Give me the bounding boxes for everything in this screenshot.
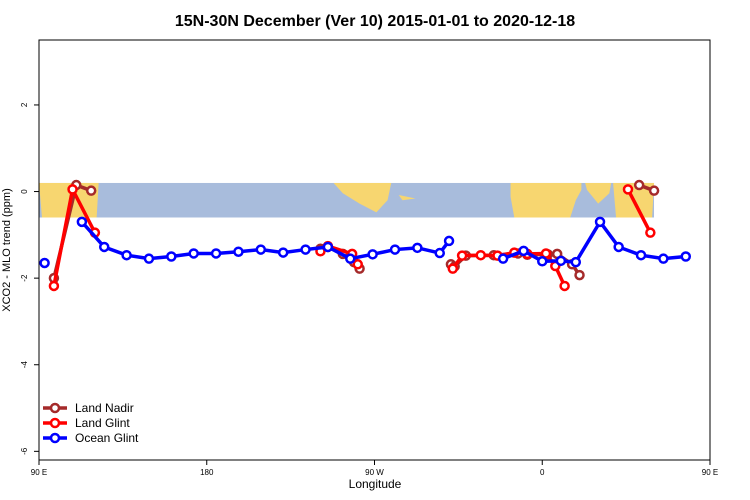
series-2-line-2 — [502, 218, 686, 264]
series-2-point-26 — [635, 249, 647, 261]
series-1-point-7 — [447, 263, 459, 274]
y-tick-label-1: 0 — [20, 189, 29, 194]
series-0-point-18 — [633, 179, 645, 191]
legend-marker-0 — [49, 402, 61, 414]
series-1-line-3 — [626, 188, 652, 234]
series-0-point-17 — [574, 269, 585, 281]
series-2-point-24 — [594, 216, 606, 228]
series-2 — [39, 216, 692, 269]
chart-title: 15N-30N December (Ver 10) 2015-01-01 to … — [175, 13, 575, 30]
y-tick-label-2: -2 — [20, 274, 29, 282]
series-2-point-15 — [389, 244, 401, 255]
y-axis-label: XCO2 - MLO trend (ppm) — [1, 188, 13, 311]
series-2-point-6 — [188, 248, 199, 259]
series-2-point-20 — [518, 245, 529, 257]
series-2-point-8 — [233, 246, 244, 257]
x-tick-label-3: 0 — [540, 468, 545, 477]
y-tick-label-4: -6 — [20, 447, 29, 455]
series-2-point-14 — [367, 249, 378, 260]
x-tick-label-2: 90 W — [365, 468, 384, 477]
legend-label-1: Land Glint — [75, 416, 130, 430]
legend-marker-1 — [49, 417, 61, 429]
land-arabia — [585, 182, 612, 204]
x-tick-label-0: 90 E — [31, 468, 47, 477]
series-2-point-4 — [143, 253, 155, 264]
map-band — [39, 182, 655, 218]
land-africa — [510, 182, 582, 218]
land-mexico — [333, 182, 392, 213]
x-axis-label: Longitude — [349, 477, 402, 491]
series-0-point-2 — [85, 185, 97, 196]
plot-frame — [38, 39, 711, 461]
x-tick-label-4: 90 E — [702, 468, 718, 477]
series-1 — [48, 184, 656, 292]
series-2-point-5 — [166, 251, 177, 262]
y-tick-label-0: 2 — [20, 102, 29, 107]
series-2-point-19 — [497, 253, 509, 264]
series-2-point-22 — [555, 255, 567, 267]
series-1-point-17 — [645, 227, 656, 238]
legend-marker-2 — [49, 432, 61, 444]
axes: 2 0 -2 -4 -6 90 E 180 90 W 0 90 E — [20, 102, 718, 477]
series-2-point-17 — [434, 247, 445, 259]
legend-label-0: Land Nadir — [75, 401, 134, 415]
series-2-point-2 — [98, 241, 110, 253]
series-2-point-10 — [277, 247, 289, 258]
series-2-point-27 — [658, 253, 669, 264]
x-tick-label-1: 180 — [200, 468, 214, 477]
series-2-point-9 — [255, 244, 267, 255]
series-1-point-1 — [67, 184, 78, 195]
series-1-point-9 — [475, 249, 486, 261]
series-2-point-3 — [121, 249, 132, 261]
series-1-point-15 — [559, 280, 570, 292]
series-layer — [39, 179, 692, 292]
land-caribbean — [398, 195, 416, 201]
series-1-point-16 — [622, 184, 634, 195]
series-2-point-13 — [345, 253, 356, 264]
series-2-point-18 — [443, 235, 455, 247]
series-2-point-0 — [39, 257, 50, 269]
series-2-point-1 — [76, 216, 88, 228]
y-tick-label-3: -4 — [20, 361, 29, 369]
series-2-point-28 — [680, 251, 692, 262]
series-1-point-8 — [456, 250, 468, 261]
series-2-point-11 — [300, 244, 311, 255]
series-0-point-19 — [648, 185, 660, 196]
series-2-point-21 — [537, 256, 548, 267]
series-2-point-25 — [613, 241, 624, 253]
series-1-point-6 — [352, 259, 363, 270]
series-2-point-16 — [412, 242, 423, 254]
series-2-point-12 — [322, 241, 334, 253]
series-2-point-23 — [570, 256, 582, 268]
series-1-point-0 — [48, 280, 60, 292]
series-1-point-13 — [540, 248, 552, 259]
series-2-point-7 — [210, 248, 222, 259]
legend-label-2: Ocean Glint — [75, 431, 139, 445]
